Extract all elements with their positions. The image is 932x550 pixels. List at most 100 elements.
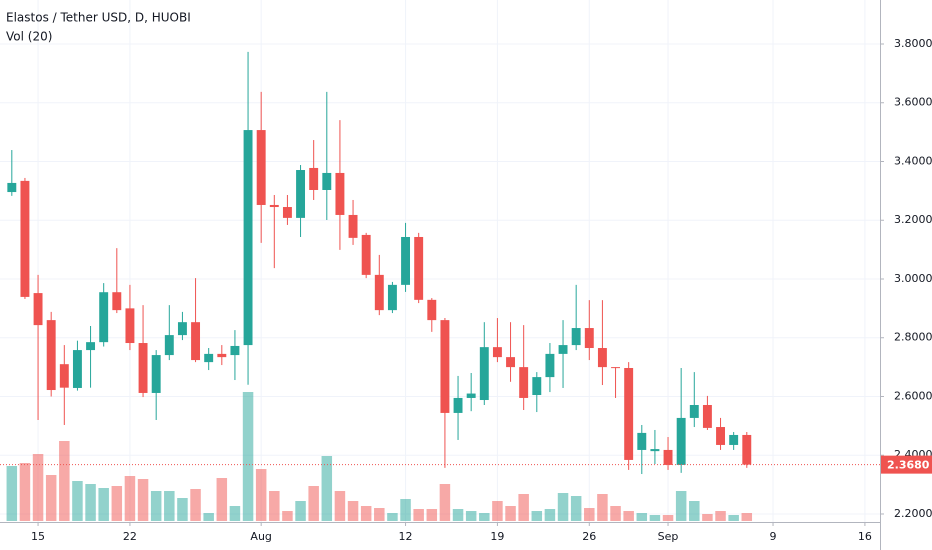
volume-bar bbox=[518, 494, 529, 521]
candle-body bbox=[7, 182, 17, 193]
x-tick-label: 15 bbox=[31, 530, 45, 543]
candle-body bbox=[440, 320, 450, 413]
volume-bar bbox=[465, 511, 477, 521]
x-tick-label: 12 bbox=[399, 530, 413, 543]
volume-bar bbox=[400, 499, 411, 521]
candle-body bbox=[177, 322, 187, 336]
y-tick-label: 3.4000 bbox=[894, 154, 932, 167]
candle-body bbox=[204, 353, 214, 363]
candle-body bbox=[322, 172, 332, 190]
axes: 2.20002.40002.60002.80003.00003.20003.40… bbox=[0, 37, 932, 543]
volume-bar bbox=[741, 513, 753, 521]
candle-body bbox=[532, 377, 542, 396]
volume-bar bbox=[715, 511, 726, 521]
candle-body bbox=[571, 328, 581, 346]
volume-bar bbox=[177, 498, 188, 521]
candle-body bbox=[676, 417, 686, 465]
candle-body bbox=[309, 167, 319, 190]
candle-body bbox=[46, 320, 56, 391]
volume-bar bbox=[45, 475, 57, 521]
volume-bar bbox=[334, 491, 346, 521]
candle-body bbox=[217, 353, 227, 358]
chart-title: Elastos / Tether USD, D, HUOBI bbox=[6, 11, 191, 25]
candle-body bbox=[663, 449, 673, 465]
volume-bar bbox=[203, 513, 214, 521]
candle-body bbox=[59, 364, 69, 388]
candle-body bbox=[112, 292, 122, 311]
volume-bar bbox=[544, 509, 556, 521]
candle-body bbox=[33, 293, 43, 326]
volume-bar bbox=[216, 478, 228, 521]
y-tick-label: 3.0000 bbox=[894, 272, 932, 285]
volume-bar bbox=[387, 513, 398, 521]
x-tick-label: Aug bbox=[250, 530, 271, 543]
volume-bar bbox=[98, 488, 109, 521]
candle-body bbox=[125, 308, 135, 344]
last-price-label: 2.3680 bbox=[887, 459, 930, 472]
candle-body bbox=[453, 397, 463, 413]
volume-bar bbox=[570, 496, 582, 521]
candle-body bbox=[702, 405, 712, 428]
last-price-badge bbox=[881, 455, 932, 474]
candle-body bbox=[335, 172, 345, 215]
volume-bar bbox=[584, 508, 595, 521]
candle-body bbox=[401, 236, 411, 285]
volume-bar bbox=[32, 454, 44, 521]
volume-bar bbox=[124, 476, 136, 521]
volume-bar bbox=[229, 506, 241, 521]
candle-layer bbox=[7, 51, 752, 475]
volume-bar bbox=[597, 494, 608, 521]
x-tick-label: 26 bbox=[582, 530, 596, 543]
candle-body bbox=[519, 367, 529, 398]
volume-bar bbox=[150, 491, 162, 521]
candle-body bbox=[296, 170, 306, 218]
candle-body bbox=[348, 214, 358, 238]
volume-bar bbox=[479, 513, 490, 521]
candle-body bbox=[256, 130, 266, 205]
volume-bar bbox=[702, 514, 713, 521]
volume-legend: Vol (20) bbox=[6, 30, 52, 44]
volume-bar bbox=[72, 481, 83, 521]
candle-body bbox=[466, 393, 476, 398]
volume-bar bbox=[19, 463, 31, 521]
candle-body bbox=[361, 234, 371, 275]
candle-body bbox=[689, 405, 699, 418]
volume-bar bbox=[321, 456, 333, 521]
y-tick-label: 3.2000 bbox=[894, 213, 932, 226]
candle-body bbox=[742, 434, 752, 465]
candle-body bbox=[99, 292, 109, 343]
y-tick-label: 3.8000 bbox=[894, 37, 932, 50]
volume-bar bbox=[610, 506, 621, 521]
x-tick-label: Sep bbox=[658, 530, 679, 543]
candle-body bbox=[584, 328, 594, 349]
volume-bar bbox=[623, 511, 634, 521]
volume-bar bbox=[728, 515, 739, 521]
volume-bar bbox=[636, 513, 648, 521]
volume-bar bbox=[426, 509, 438, 521]
volume-bar bbox=[295, 501, 306, 521]
candle-body bbox=[151, 355, 161, 393]
candle-body bbox=[716, 427, 725, 445]
candle-body bbox=[545, 353, 555, 378]
y-tick-label: 2.2000 bbox=[894, 507, 932, 520]
x-tick-label: 19 bbox=[490, 530, 504, 543]
volume-bar bbox=[374, 508, 385, 521]
candle-body bbox=[597, 348, 607, 368]
candle-body bbox=[243, 130, 253, 346]
volume-bar bbox=[662, 515, 674, 521]
volume-bar bbox=[282, 511, 293, 521]
y-tick-label: 2.8000 bbox=[894, 331, 932, 344]
candle-body bbox=[387, 284, 397, 311]
volume-bar bbox=[439, 484, 451, 521]
volume-bar bbox=[255, 469, 267, 521]
volume-bar bbox=[308, 486, 319, 521]
candle-body bbox=[282, 207, 292, 218]
candle-body bbox=[230, 345, 240, 356]
candle-body bbox=[637, 432, 647, 450]
candle-body bbox=[86, 342, 96, 351]
x-tick-label: 9 bbox=[770, 530, 777, 543]
x-tick-label: 16 bbox=[858, 530, 872, 543]
candle-body bbox=[611, 367, 621, 369]
